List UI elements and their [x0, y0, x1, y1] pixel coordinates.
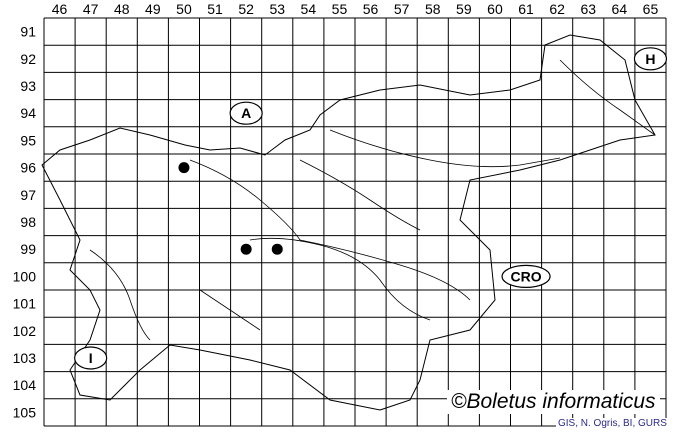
column-label: 64: [612, 1, 628, 17]
record-dot: [271, 243, 283, 255]
row-label: 98: [20, 214, 36, 230]
svg-text:I: I: [89, 350, 93, 366]
country-label-h: H: [633, 47, 668, 71]
country-border: [41, 34, 656, 411]
row-label: 95: [20, 132, 36, 148]
column-label: 65: [643, 1, 659, 17]
column-label: 49: [145, 1, 161, 17]
row-label: 99: [20, 241, 36, 257]
row-label: 102: [13, 323, 37, 339]
row-label: 101: [13, 296, 37, 312]
column-label: 48: [114, 1, 130, 17]
row-label: 92: [20, 51, 36, 67]
svg-text:CRO: CRO: [510, 268, 541, 284]
map-grid: [43, 17, 667, 427]
column-label: 54: [301, 1, 317, 17]
svg-text:A: A: [241, 105, 251, 121]
column-label: 52: [238, 1, 254, 17]
svg-text:H: H: [645, 51, 655, 67]
column-label: 47: [83, 1, 99, 17]
record-markers: [178, 162, 283, 255]
column-label: 53: [269, 1, 285, 17]
row-label: 94: [20, 105, 36, 121]
row-label: 103: [13, 350, 37, 366]
row-label: 100: [13, 268, 37, 284]
column-label: 51: [207, 1, 223, 17]
column-label: 59: [456, 1, 472, 17]
row-label: 97: [20, 187, 36, 203]
column-label: 63: [580, 1, 596, 17]
country-label-i: I: [74, 346, 108, 370]
column-label: 55: [332, 1, 348, 17]
source-text: GIS, N. Ogris, BI, GURS: [556, 418, 669, 429]
row-label: 104: [13, 377, 37, 393]
grid-labels: 46 47 48 49 50 51 52 53 54 55 56 57 58 59 60 61 62 63 64 65…: [13, 1, 659, 420]
column-label: 50: [176, 1, 192, 17]
column-label: 56: [363, 1, 379, 17]
row-label: 105: [13, 404, 37, 420]
rivers: [89, 59, 656, 341]
column-label: 61: [518, 1, 534, 17]
column-label: 46: [52, 1, 68, 17]
column-label: 57: [394, 1, 410, 17]
row-label: 91: [20, 24, 36, 40]
credit-text: ©Boletus informaticus: [447, 390, 660, 414]
record-dot: [178, 162, 190, 174]
country-label-cro: CRO: [501, 264, 551, 288]
column-label: 58: [425, 1, 441, 17]
row-label: 96: [20, 160, 36, 176]
country-label-a: A: [229, 101, 263, 125]
column-label: 60: [487, 1, 503, 17]
row-label: 93: [20, 78, 36, 94]
column-label: 62: [549, 1, 565, 17]
record-dot: [240, 243, 252, 255]
